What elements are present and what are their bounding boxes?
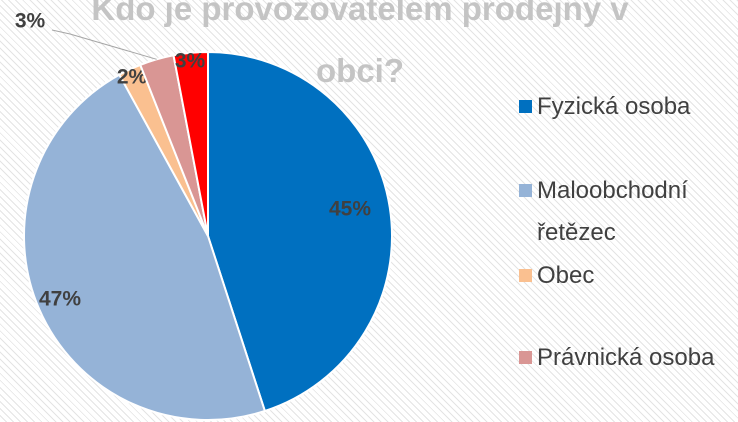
legend-label: Fyzická osoba	[537, 93, 691, 120]
legend-item: Obec	[519, 255, 737, 297]
legend-swatch	[519, 351, 532, 364]
data-label: 2%	[117, 66, 148, 89]
pie-slice	[172, 50, 209, 237]
legend-item: Právnická osoba	[519, 337, 737, 379]
legend-item: Fyzická osoba	[519, 86, 737, 128]
pie-slice	[23, 73, 267, 421]
legend-swatch	[519, 269, 532, 282]
legend-label: Obec	[537, 262, 595, 289]
data-label: 45%	[329, 198, 371, 221]
pie-slice	[207, 50, 393, 413]
data-label: 3%	[15, 10, 46, 33]
data-label: 47%	[39, 288, 81, 311]
legend-item: Maloobchodní řetězec	[519, 170, 737, 254]
legend-label: Právnická osoba	[537, 344, 715, 371]
leader-line	[51, 29, 157, 60]
legend-swatch	[519, 100, 532, 113]
data-label: 3%	[175, 50, 206, 73]
chart-title: Kdo je provozovatelem prodejny v obci?	[91, 0, 629, 89]
legend-swatch	[519, 184, 532, 197]
legend-label: Maloobchodní řetězec	[537, 177, 688, 246]
